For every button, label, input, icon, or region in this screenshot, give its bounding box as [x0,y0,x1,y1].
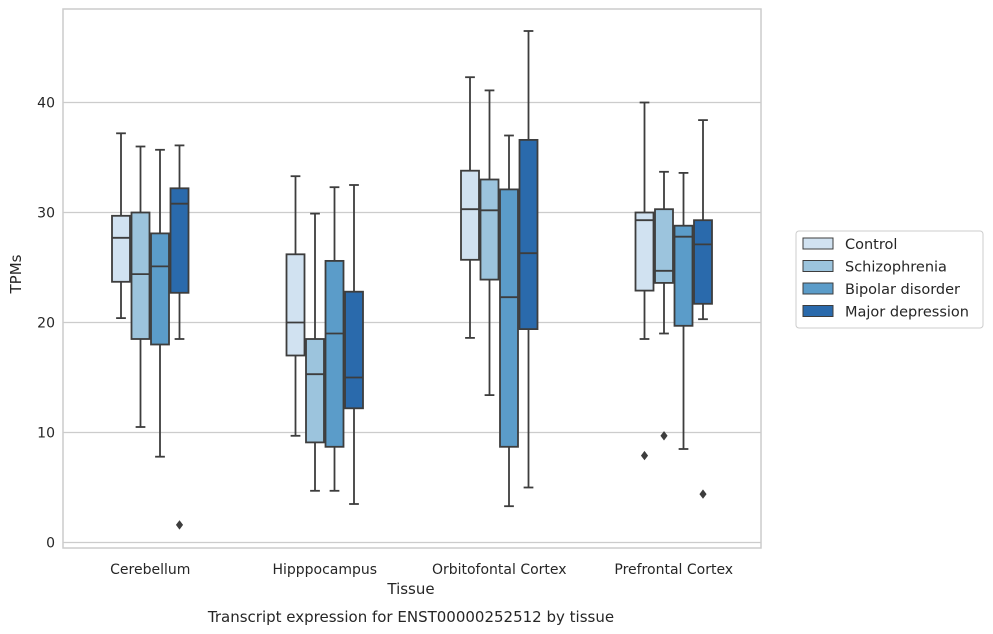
box [305,338,325,444]
box-group [285,175,364,505]
y-tick-label: 0 [46,536,55,552]
outlier-point [640,450,649,461]
box [479,178,500,281]
y-tick-label: 10 [37,426,55,442]
x-tick-label: Cerebellum [110,562,190,578]
x-tick-label: Hipppocampus [272,562,377,578]
outlier-point [660,431,668,441]
legend-label: Control [845,237,897,253]
legend-swatch [802,282,834,295]
box [518,138,539,330]
box [285,253,306,357]
legend: Control Schizophrenia Bipolar disorder Majo… [795,230,984,329]
legend-label: Bipolar disorder [845,282,960,298]
legend-swatch [802,305,834,317]
plot-frame [62,8,762,549]
y-tick-label: 20 [37,316,55,332]
box [150,232,170,346]
box [693,219,713,305]
box [324,259,345,448]
box-group [634,101,713,499]
legend-swatch [802,237,834,250]
legend-frame [795,230,984,329]
box [130,211,151,340]
chart-caption: Transcript expression for ENST0000025251… [207,608,614,626]
box-groups [111,30,713,530]
outlier-point [175,520,184,530]
x-axis-ticks: Cerebellum Hipppocampus Orbitofontal Corte… [110,562,733,578]
box [344,290,364,410]
legend-swatch [802,260,834,272]
x-tick-label: Orbitofontal Cortex [432,562,567,578]
box [169,187,190,294]
box [499,188,519,448]
box [460,169,480,261]
y-tick-label: 30 [37,206,55,222]
y-axis-ticks: 0 10 20 30 40 [37,96,55,552]
box [673,224,694,327]
box [111,214,131,283]
box-group [460,30,539,508]
outlier-point [699,489,707,499]
x-axis-title: Tissue [386,580,434,598]
box-group [111,132,190,530]
box [634,211,655,292]
x-tick-label: Prefrontal Cortex [614,562,733,578]
legend-label: Major depression [845,305,969,321]
box [654,208,674,284]
y-tick-label: 40 [37,96,55,112]
y-axis-title: TPMs [7,254,25,294]
legend-label: Schizophrenia [845,260,947,276]
